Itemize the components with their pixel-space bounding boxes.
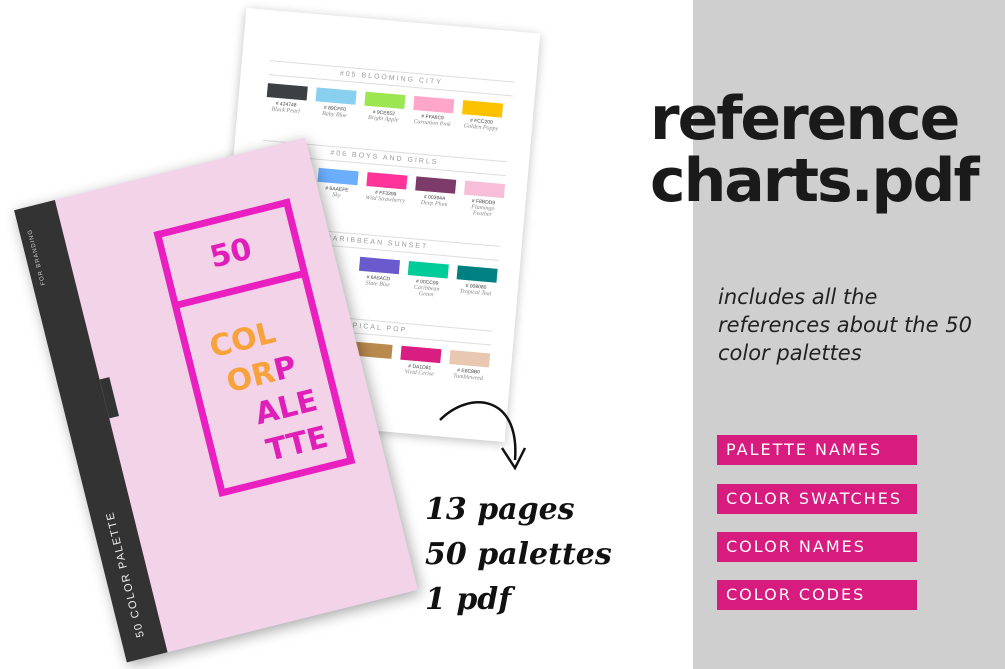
color-swatch: # 6A5ACD Slate Blue bbox=[357, 256, 401, 295]
palette-section: #05 BLOOMING CITY # 424748 Black Pearl # 89… bbox=[265, 60, 515, 133]
swatch-chip bbox=[364, 91, 406, 110]
color-swatch: # DA1D81 Vivid Cerise bbox=[399, 345, 442, 378]
swatch-chip bbox=[266, 83, 308, 101]
swatch-chip bbox=[449, 350, 491, 368]
color-swatch: # 008080 Tropical Teal bbox=[455, 265, 498, 303]
tag-color-swatches: COLOR SWATCHES bbox=[717, 484, 917, 514]
color-name: Caribbean Green bbox=[413, 284, 440, 299]
swatch-chip bbox=[315, 87, 357, 105]
color-swatch: # 00394A Deep Plum bbox=[413, 176, 457, 214]
page-title: reference charts.pdf bbox=[650, 84, 980, 216]
description: includes all the references about the 50… bbox=[718, 285, 972, 365]
color-swatch: # 00CC99 Caribbean Green bbox=[406, 261, 449, 299]
swatch-chip bbox=[317, 167, 359, 186]
color-swatch: # 89CFF0 Baby Blue bbox=[314, 87, 357, 119]
color-swatch: # FF3399 Wild Strawberry bbox=[365, 172, 408, 210]
swatch-chip bbox=[415, 176, 457, 194]
arrow-icon bbox=[439, 401, 527, 471]
color-swatch: # FCC200 Golden Poppy bbox=[461, 100, 504, 132]
swatch-chip bbox=[366, 172, 408, 190]
swatch-chip bbox=[456, 265, 498, 283]
color-swatch: # F8BDD9 Flamingo Feather bbox=[462, 180, 506, 219]
spine-title: 50 COLOR PALETTE bbox=[103, 509, 147, 639]
color-swatch: # 9CE652 Bright Apple bbox=[363, 91, 406, 124]
swatch-chip bbox=[400, 345, 442, 364]
palettes-count: 50 palettes bbox=[425, 537, 612, 572]
tag-color-codes: COLOR CODES bbox=[717, 580, 917, 610]
color-name: Flamingo Feather bbox=[470, 204, 495, 219]
pdf-count: 1 pdf bbox=[425, 582, 512, 617]
swatch-chip bbox=[358, 256, 401, 275]
cover-title: COL ORP ALE TTE bbox=[171, 269, 356, 498]
color-swatch: # 6AAEFE Sky bbox=[316, 167, 359, 206]
title-line-2: charts.pdf bbox=[650, 146, 980, 216]
color-swatch: # FFA6C9 Carnation Pink bbox=[412, 95, 455, 128]
swatch-chip bbox=[461, 100, 504, 118]
color-swatch: # E8C8B0 Tumbleweed bbox=[448, 350, 491, 382]
swatch-chip bbox=[407, 261, 449, 279]
swatch-chip bbox=[463, 180, 506, 199]
tag-color-names: COLOR NAMES bbox=[717, 532, 917, 562]
pages-count: 13 pages bbox=[425, 492, 575, 527]
color-swatch: # 424748 Black Pearl bbox=[265, 83, 308, 115]
swatch-chip bbox=[413, 95, 455, 114]
handwritten-summary: 13 pages 50 palettes 1 pdf bbox=[425, 487, 612, 622]
book-spine: FOR BRANDING 50 COLOR PALETTE bbox=[14, 200, 168, 663]
title-line-1: reference bbox=[650, 84, 960, 154]
tag-palette-names: PALETTE NAMES bbox=[717, 435, 917, 465]
spine-subtitle: FOR BRANDING bbox=[27, 228, 48, 286]
